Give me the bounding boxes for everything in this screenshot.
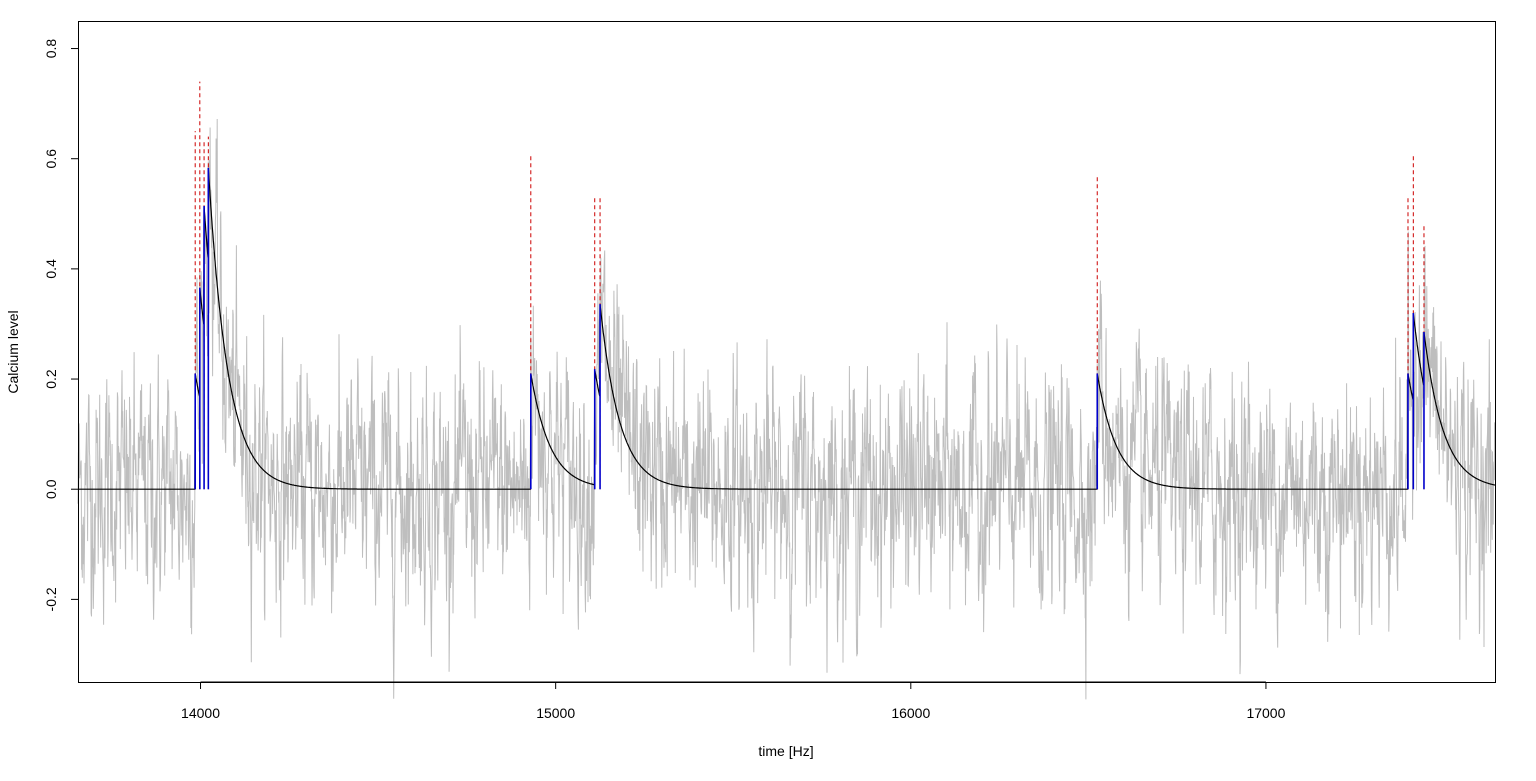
- x-axis: 14000 15000 16000 17000: [181, 681, 1286, 721]
- y-tick-label: 0.8: [43, 39, 59, 59]
- y-axis-title: Calcium level: [5, 310, 21, 393]
- y-tick-label: 0.2: [43, 369, 59, 389]
- x-tick-label: 16000: [891, 705, 930, 721]
- plot-frame: [78, 21, 1496, 683]
- y-tick-label: 0.6: [43, 149, 59, 169]
- x-axis-title: time [Hz]: [758, 743, 813, 759]
- raw-signal-line: [77, 118, 1496, 700]
- x-tick-label: 17000: [1246, 705, 1285, 721]
- fitted-calcium-layer: [78, 167, 1496, 490]
- spike-marker-layer: [194, 81, 1425, 490]
- fitted-calcium-line: [78, 167, 1496, 490]
- x-tick-label: 14000: [181, 705, 220, 721]
- y-axis: -0.2 0.0 0.2 0.4 0.6 0.8: [43, 39, 78, 611]
- x-tick-label: 15000: [536, 705, 575, 721]
- y-tick-label: 0.0: [43, 479, 59, 499]
- raw-signal-layer: [77, 118, 1496, 700]
- y-tick-label: -0.2: [43, 587, 59, 611]
- y-tick-label: 0.4: [43, 259, 59, 279]
